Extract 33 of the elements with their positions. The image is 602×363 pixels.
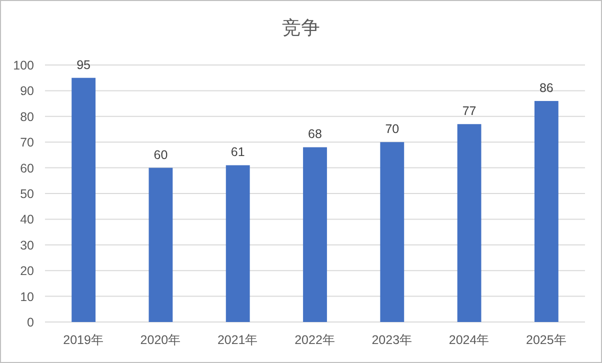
- data-label: 86: [539, 80, 554, 95]
- bar: [380, 142, 404, 322]
- x-tick-label: 2024年: [448, 333, 490, 347]
- y-tick-label: 80: [20, 110, 34, 124]
- chart-title: 竞争: [282, 17, 320, 39]
- data-label: 60: [154, 148, 168, 162]
- data-label: 95: [76, 58, 91, 72]
- y-tick-label: 70: [20, 136, 34, 150]
- y-tick-label: 10: [20, 290, 34, 304]
- y-tick-label: 50: [20, 187, 34, 201]
- x-tick-label: 2021年: [217, 333, 258, 347]
- y-tick-label: 40: [20, 212, 34, 227]
- y-tick-label: 100: [13, 58, 34, 72]
- bar: [457, 124, 482, 322]
- x-tick-label: 2023年: [372, 333, 413, 347]
- y-tick-label: 30: [20, 238, 34, 252]
- data-label: 68: [308, 127, 322, 142]
- y-tick-label: 90: [20, 84, 34, 98]
- x-tick-label: 2019年: [63, 333, 104, 347]
- y-tick-label: 60: [20, 161, 34, 176]
- x-tick-label: 2020年: [140, 333, 182, 347]
- bar: [148, 168, 173, 322]
- data-label: 77: [462, 104, 476, 118]
- data-label: 61: [230, 145, 245, 160]
- x-tick-label: 2022年: [294, 333, 336, 347]
- data-label: 70: [385, 122, 400, 136]
- bar: [226, 165, 250, 322]
- y-tick-label: 20: [20, 264, 34, 278]
- x-tick-label: 2025年: [526, 333, 567, 347]
- bar: [303, 147, 327, 322]
- bar: [72, 78, 96, 322]
- y-tick-label: 0: [27, 316, 34, 330]
- bar: [534, 100, 558, 322]
